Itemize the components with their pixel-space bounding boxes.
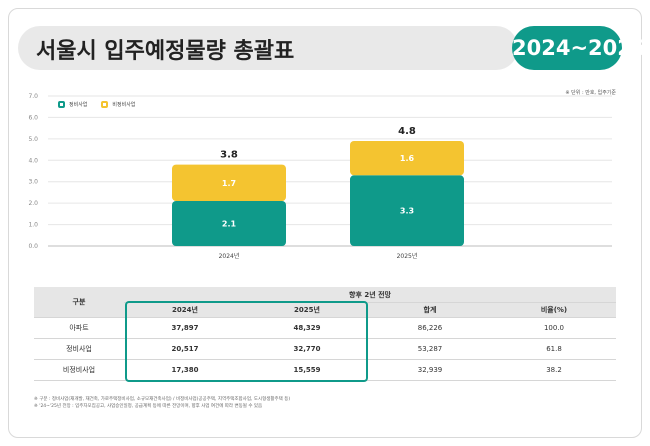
cell-2024: 37,897 xyxy=(124,317,246,339)
y-tick-label: 0.0 xyxy=(28,243,38,250)
col-header-category: 구분 xyxy=(34,287,124,318)
cell-2025: 32,770 xyxy=(246,338,368,360)
cell-2025: 15,559 xyxy=(246,359,368,381)
legend-swatch-yellow xyxy=(101,101,109,108)
footnote: ※ 구분 : 정비사업(재개발, 재건축, 가로주택정비사업, 소규모재건축사업… xyxy=(34,397,291,402)
cell-2024: 20,517 xyxy=(124,338,246,360)
row-label: 비정비사업 xyxy=(34,359,124,381)
col-group-header: 향후 2년 전망 xyxy=(124,287,616,303)
col-header-2024: 2024년 xyxy=(124,302,246,318)
data-label: 1.6 xyxy=(400,154,415,163)
col-header-2025: 2025년 xyxy=(246,302,368,318)
data-label: 3.3 xyxy=(400,207,414,216)
y-tick-label: 4.0 xyxy=(28,157,38,164)
legend-label: 비정비사업 xyxy=(112,102,136,108)
bar-segment-non-redevelopment xyxy=(350,141,464,176)
bar-segment-non-redevelopment xyxy=(172,164,286,201)
cell-2025: 48,329 xyxy=(246,317,368,339)
page-frame xyxy=(8,8,642,438)
unit-note: ※ 단위 : 만호, 입주기준 xyxy=(565,90,616,96)
cell-ratio: 100.0 xyxy=(492,317,616,339)
row-label: 정비사업 xyxy=(34,338,124,360)
y-tick-label: 1.0 xyxy=(28,222,38,229)
col-header-sum: 합계 xyxy=(368,302,492,318)
summary-table: 구분 향후 2년 전망 2024년 2025년 합계 비율(%) 아파트 37,… xyxy=(34,287,616,381)
legend-swatch-teal xyxy=(58,101,65,108)
data-label: 1.7 xyxy=(222,179,236,188)
cell-ratio: 61.8 xyxy=(492,338,616,360)
cell-ratio: 38.2 xyxy=(492,359,616,381)
total-label: 4.8 xyxy=(398,126,416,137)
y-tick-label: 3.0 xyxy=(28,179,38,186)
row-label: 아파트 xyxy=(34,317,124,339)
legend-item-non-redevelopment: 비정비사업 xyxy=(101,101,135,108)
data-label: 2.1 xyxy=(222,220,237,229)
cell-sum: 53,287 xyxy=(368,338,492,360)
y-tick-label: 6.0 xyxy=(28,114,38,121)
table-row: 아파트 37,897 48,329 86,226 100.0 xyxy=(34,317,616,339)
y-tick-label: 5.0 xyxy=(28,136,38,143)
col-header-ratio: 비율(%) xyxy=(492,302,616,318)
total-label: 3.8 xyxy=(220,150,238,161)
title-bar xyxy=(18,26,518,70)
x-tick-label: 2025년 xyxy=(397,252,418,260)
cell-2024: 17,380 xyxy=(124,359,246,381)
footnote: ※ '24~'25년 전망 : 입주자모집공고, 사업승인일정, 공급계획 등에… xyxy=(34,404,263,409)
page-title: 서울시 입주예정물량 총괄표 xyxy=(36,39,295,64)
legend-label: 정비사업 xyxy=(69,102,88,108)
bar-chart: 0.0 1.0 2.0 3.0 4.0 5.0 6.0 7.0 2.1 1.7 3.8 2024년 3.… xyxy=(28,93,612,260)
x-tick-label: 2024년 xyxy=(219,252,240,260)
table-row: 비정비사업 17,380 15,559 32,939 38.2 xyxy=(34,359,616,381)
y-tick-label: 2.0 xyxy=(28,200,38,207)
bar-segment-redevelopment xyxy=(172,201,286,246)
table-row: 정비사업 20,517 32,770 53,287 61.8 xyxy=(34,338,616,360)
chart-legend: 정비사업 비정비사업 xyxy=(58,101,135,108)
bar-segment-redevelopment xyxy=(350,175,464,246)
footnotes: ※ 구분 : 정비사업(재개발, 재건축, 가로주택정비사업, 소규모재건축사업… xyxy=(34,396,290,410)
cell-sum: 86,226 xyxy=(368,317,492,339)
legend-item-redevelopment: 정비사업 xyxy=(58,101,87,108)
cell-sum: 32,939 xyxy=(368,359,492,381)
y-tick-label: 7.0 xyxy=(28,93,38,100)
